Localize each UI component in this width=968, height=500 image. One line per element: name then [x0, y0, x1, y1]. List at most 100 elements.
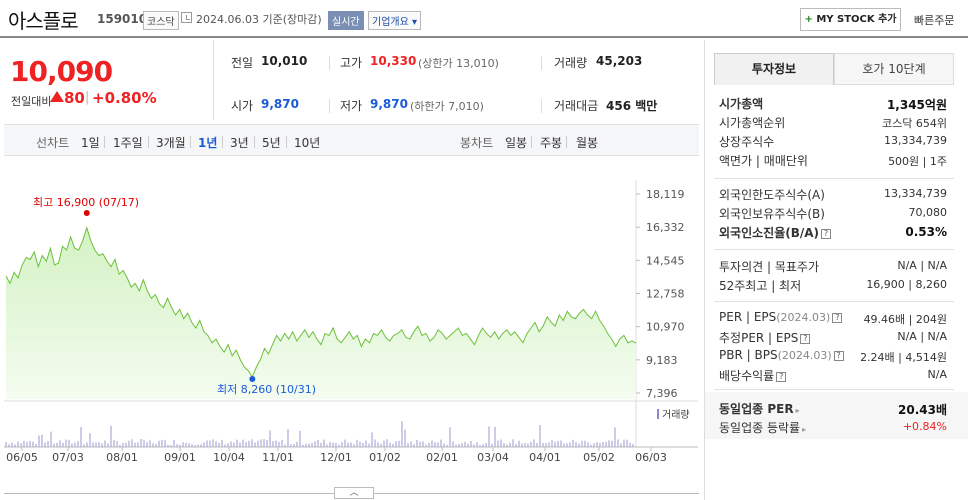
expand-chart-button[interactable]: ︿: [334, 487, 374, 499]
period-1d[interactable]: 1일: [81, 136, 100, 150]
price-area: [6, 227, 636, 399]
stock-header: [0, 0, 968, 38]
info-label: 외국인보유주식수(B): [719, 205, 825, 222]
chevron-right-icon[interactable]: ▸: [802, 425, 807, 434]
info-label: PER | EPS(2024.03)?: [719, 310, 843, 324]
help-icon[interactable]: ?: [800, 333, 811, 344]
x-tick-label: 06/03: [635, 451, 667, 464]
info-value: 코스닥 654위: [882, 117, 947, 130]
info-value: 20.43배: [898, 403, 947, 417]
period-1w[interactable]: 1주일: [113, 136, 143, 150]
candle-weekly[interactable]: 주봉: [540, 136, 563, 150]
help-icon[interactable]: ?: [833, 350, 844, 361]
industry-box: [705, 392, 968, 439]
info-label-text: 배당수익률: [719, 369, 775, 383]
period-5y[interactable]: 5년: [262, 136, 281, 150]
x-tick-label: 03/04: [477, 451, 509, 464]
open-label: 시가: [231, 99, 254, 113]
y-tick-label: 14,545: [646, 254, 685, 267]
period-1y[interactable]: 1년: [198, 136, 218, 150]
divider: [190, 136, 191, 148]
info-label-text: PER | EPS: [719, 310, 777, 324]
divider: [714, 389, 954, 390]
info-label-text: 외국인한도주식수(A): [719, 188, 825, 202]
info-value: 49.46배 | 204원: [863, 313, 947, 326]
info-label: 동일업종 등락률 ▸: [719, 419, 806, 436]
tab-hoga-10[interactable]: 호가 10단계: [834, 53, 954, 85]
help-icon[interactable]: ?: [776, 371, 787, 382]
prev-close-value: 10,010: [261, 54, 308, 68]
volume-legend: 거래량: [662, 409, 690, 421]
high-label: 최고 16,900 (07/17): [33, 196, 139, 209]
x-tick-label: 02/01: [426, 451, 458, 464]
divider: [531, 136, 532, 148]
stock-name: 아스플로: [8, 9, 79, 33]
market-badge: 코스닥: [143, 11, 179, 30]
info-value: 500원 | 1주: [888, 155, 947, 168]
period-3m[interactable]: 3개월: [156, 136, 186, 150]
y-tick-label: 9,183: [646, 354, 678, 367]
x-tick-label: 04/01: [529, 451, 561, 464]
y-tick-label: 7,396: [646, 387, 678, 400]
info-label: 액면가 | 매매단위: [719, 152, 808, 169]
x-tick-label: 10/04: [213, 451, 245, 464]
help-icon[interactable]: ?: [821, 228, 832, 239]
add-mystock-label: MY STOCK 추가: [812, 14, 897, 25]
divider: [714, 178, 954, 179]
info-label-text: 동일업종 PER: [719, 402, 794, 416]
info-label-text: 시가총액순위: [719, 116, 786, 130]
info-value: N/A: [927, 368, 947, 381]
high-label: 고가: [340, 56, 363, 70]
x-tick-label: 09/01: [164, 451, 196, 464]
info-label-text: 동일업종 등락률: [719, 421, 801, 435]
x-tick-label: 08/01: [106, 451, 138, 464]
divider: [286, 136, 287, 148]
period-10y[interactable]: 10년: [294, 136, 321, 150]
invest-info-panel: [704, 40, 968, 500]
period-toolbar: [4, 124, 699, 156]
info-label: 시가총액순위: [719, 114, 785, 131]
amount-value: 456 백만: [606, 99, 658, 113]
realtime-button[interactable]: 실시간: [328, 11, 364, 30]
info-label: 투자의견 | 목표주가: [719, 258, 819, 275]
quick-order-link[interactable]: 빠른주문: [914, 14, 955, 27]
divider: [148, 136, 149, 148]
change-divider: |: [85, 90, 90, 105]
open-value: 9,870: [261, 97, 299, 111]
chevron-right-icon[interactable]: ▸: [795, 406, 800, 415]
info-label-text: 투자의견 | 목표주가: [719, 260, 819, 274]
help-icon[interactable]: ?: [832, 312, 843, 323]
info-label-period: (2024.03): [777, 349, 832, 362]
up-arrow-icon: [50, 91, 64, 102]
info-value: N/A | N/A: [897, 259, 947, 272]
high-value: 10,330: [370, 54, 417, 68]
period-3y[interactable]: 3년: [230, 136, 249, 150]
info-label: 외국인한도주식수(A): [719, 186, 825, 203]
info-label: 동일업종 PER ▸: [719, 400, 800, 417]
candle-chart-label: 봉차트: [460, 136, 494, 150]
x-tick-label: 01/02: [369, 451, 401, 464]
volume-value: 45,203: [596, 54, 643, 68]
info-value: 13,334,739: [884, 134, 947, 147]
candle-monthly[interactable]: 월봉: [576, 136, 599, 150]
info-label: 추정PER | EPS?: [719, 329, 811, 346]
line-chart-label: 선차트: [36, 136, 70, 150]
info-value: 1,345억원: [886, 98, 947, 112]
base-date: 2024.06.03 기준(장마감): [196, 13, 322, 26]
add-mystock-button[interactable]: + MY STOCK 추가: [800, 8, 901, 31]
candle-daily[interactable]: 일봉: [505, 136, 528, 150]
company-info-dropdown[interactable]: 기업개요 ▾: [368, 11, 421, 30]
info-label-text: 추정PER | EPS: [719, 331, 799, 345]
x-tick-label: 05/02: [583, 451, 615, 464]
x-tick-label: 12/01: [320, 451, 352, 464]
divider: [329, 99, 330, 113]
y-tick-label: 10,970: [646, 321, 685, 334]
clock-icon: [181, 12, 192, 23]
tab-invest-info[interactable]: 투자정보: [714, 53, 834, 85]
info-value: +0.84%: [902, 420, 947, 433]
price-chart[interactable]: 18,119 16,332 14,545 12,758 10,970 9,183 7,396…: [0, 180, 700, 402]
low-label: 최저 8,260 (10/31): [217, 383, 316, 396]
info-label-period: (2024.03): [776, 311, 831, 324]
divider: [714, 249, 954, 250]
info-label-text: 시가총액: [719, 97, 764, 111]
